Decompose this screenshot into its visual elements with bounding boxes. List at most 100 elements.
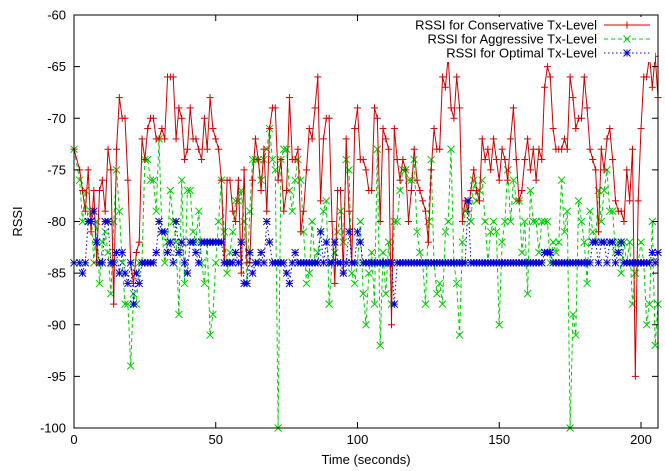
data-point (523, 289, 532, 298)
data-point (549, 238, 557, 247)
data-point (611, 258, 620, 267)
data-point (129, 289, 138, 298)
data-point (232, 218, 240, 225)
data-point (223, 269, 231, 277)
data-point (481, 156, 489, 164)
data-point (507, 135, 515, 143)
data-point (359, 289, 368, 298)
data-point (149, 176, 158, 185)
data-point (597, 145, 605, 153)
data-point (473, 187, 481, 195)
data-point (209, 125, 217, 133)
data-point (518, 248, 526, 257)
data-point (419, 197, 427, 205)
data-point (317, 197, 325, 205)
data-point (557, 176, 566, 185)
data-point (132, 269, 141, 277)
data-point (183, 145, 191, 153)
data-point (524, 135, 532, 143)
data-point (104, 145, 112, 153)
data-point (331, 279, 339, 287)
data-point (543, 63, 551, 71)
data-point (537, 217, 546, 226)
data-point (81, 207, 89, 215)
data-point (574, 196, 583, 205)
data-point (336, 207, 345, 216)
data-point (458, 238, 467, 247)
data-point (92, 238, 101, 247)
data-point (399, 156, 407, 164)
data-point (245, 248, 254, 257)
data-point (384, 238, 393, 247)
data-point (126, 258, 135, 267)
data-point (441, 83, 449, 91)
data-point (416, 248, 424, 257)
x-tick-label: 150 (488, 432, 510, 447)
x-tick-label: 0 (70, 432, 77, 447)
data-point (603, 135, 611, 143)
data-point (436, 145, 444, 153)
data-point (282, 269, 291, 277)
x-axis-title: Time (seconds) (321, 452, 410, 467)
data-point (212, 135, 220, 143)
data-point (206, 331, 214, 339)
data-point (623, 35, 631, 43)
data-point (234, 258, 243, 267)
data-point (342, 135, 350, 143)
data-point (107, 166, 115, 174)
data-point (345, 207, 353, 215)
data-point (178, 114, 186, 122)
data-point (194, 258, 203, 267)
data-point (571, 331, 580, 339)
data-point (126, 362, 135, 370)
data-point (336, 187, 344, 195)
data-point (274, 176, 282, 184)
data-point (240, 217, 248, 226)
data-point (628, 145, 636, 153)
data-point (322, 238, 331, 247)
data-point (421, 300, 430, 308)
data-point (257, 187, 265, 195)
y-tick-label: -70 (47, 111, 66, 126)
data-point (407, 187, 415, 195)
data-point (319, 135, 327, 143)
data-point (484, 145, 492, 153)
data-point (405, 218, 413, 225)
data-point (456, 104, 464, 112)
data-point (478, 135, 486, 143)
data-point (189, 238, 197, 247)
data-point (297, 228, 305, 236)
data-point (390, 300, 399, 308)
data-point (589, 156, 597, 164)
data-point (592, 166, 600, 174)
data-point (294, 145, 302, 153)
data-point (444, 217, 453, 226)
y-axis-title: RSSI (10, 206, 25, 236)
data-point (625, 238, 634, 247)
data-point (606, 125, 614, 133)
data-point (563, 207, 572, 216)
data-point (161, 135, 169, 143)
data-point (634, 197, 642, 205)
data-point (623, 21, 631, 29)
y-tick-label: -90 (47, 317, 66, 332)
data-point (430, 125, 438, 133)
data-point (504, 176, 512, 184)
data-point (631, 372, 639, 380)
data-point (464, 207, 472, 215)
data-point (458, 218, 466, 225)
data-point (180, 258, 189, 267)
data-point (617, 269, 625, 277)
data-point (313, 248, 322, 257)
legend-label: RSSI for Optimal Tx-Level (446, 46, 597, 61)
data-point (129, 300, 138, 308)
data-point (580, 238, 589, 247)
data-point (291, 156, 299, 164)
data-point (115, 207, 124, 216)
data-point (160, 258, 169, 267)
data-point (631, 269, 640, 277)
data-point (175, 310, 183, 319)
data-point (469, 176, 478, 185)
data-point (353, 227, 362, 236)
